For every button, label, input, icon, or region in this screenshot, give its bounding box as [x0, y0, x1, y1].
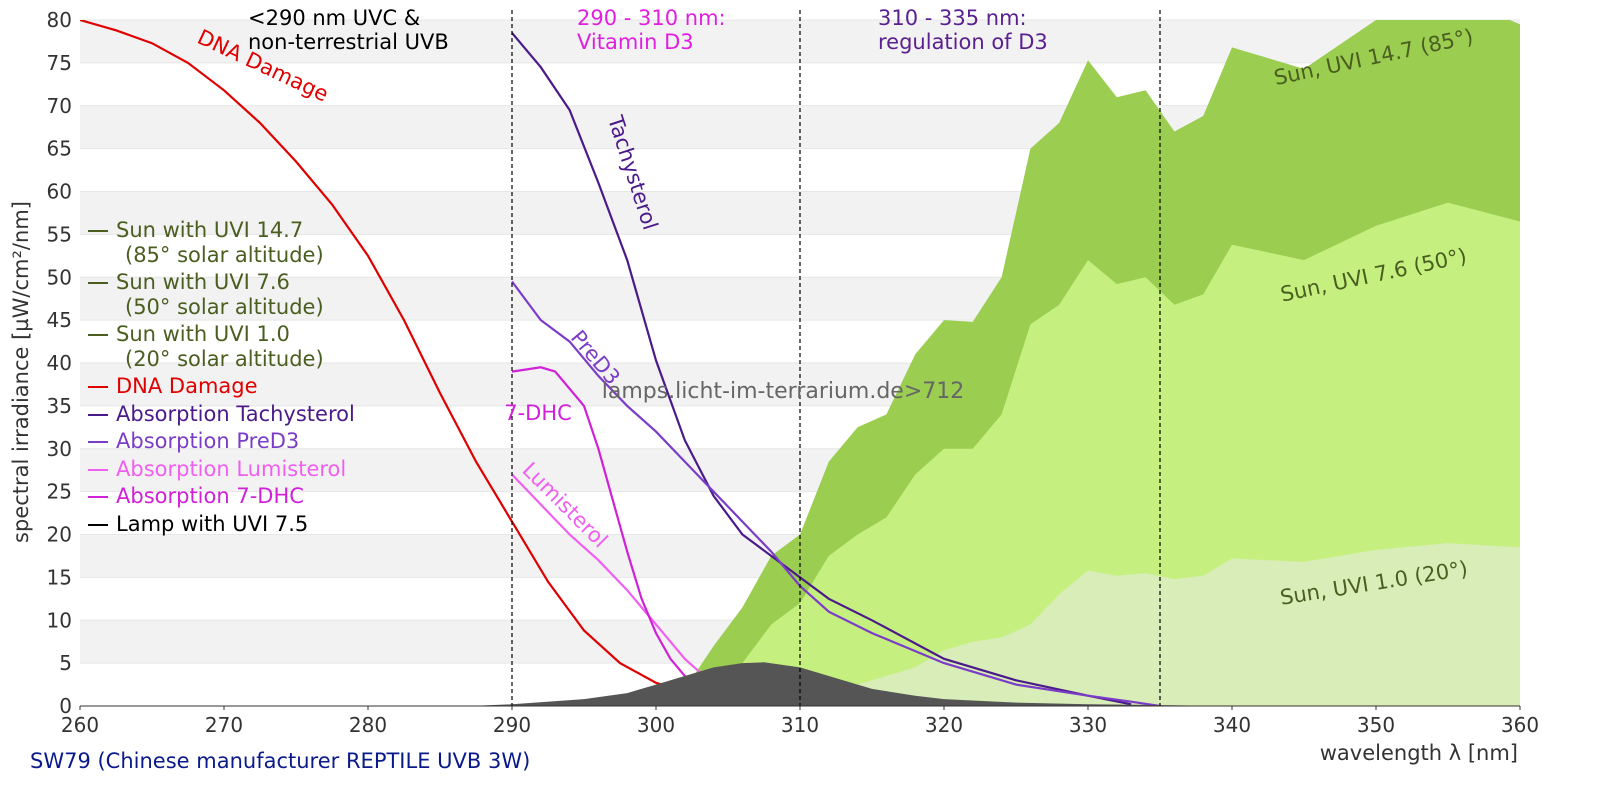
line: [511, 280, 1161, 706]
legend-marker: [88, 496, 108, 498]
plot: [80, 20, 1520, 706]
y-tick-label: 70: [47, 94, 72, 118]
legend-marker: [88, 441, 108, 443]
legend: Sun with UVI 14.7 (85° solar altitude) Su…: [86, 218, 355, 539]
y-tick-label: 80: [47, 8, 72, 32]
y-tick-label: 75: [47, 51, 72, 75]
x-axis-label: wavelength λ [nm]: [1320, 741, 1518, 765]
region-label: <290 nm UVC & non-terrestrial UVB: [248, 6, 449, 54]
y-tick-label: 35: [47, 394, 72, 418]
legend-entry: Sun with UVI 1.0 (20° solar altitude): [86, 322, 355, 371]
legend-marker: [88, 523, 108, 526]
region-label: 310 - 335 nm: regulation of D3: [878, 6, 1048, 54]
y-tick-label: 5: [59, 651, 72, 675]
x-tick-label: 330: [1069, 713, 1107, 737]
legend-marker: [88, 386, 108, 388]
legend-entry: Absorption PreD3: [86, 429, 355, 454]
legend-label: Absorption Lumisterol: [116, 456, 347, 481]
legend-marker: [88, 282, 108, 284]
x-tick-label: 320: [925, 713, 963, 737]
legend-label: Absorption PreD3: [116, 429, 300, 453]
legend-entry: Absorption 7-DHC: [86, 484, 355, 509]
legend-label: Sun with UVI 14.7 (85° solar altitude): [116, 218, 324, 267]
y-tick-label: 40: [47, 351, 72, 375]
legend-entry: Lamp with UVI 7.5: [86, 512, 355, 537]
legend-marker: [88, 334, 108, 336]
region-label: 290 - 310 nm: Vitamin D3: [577, 6, 726, 54]
legend-label: Absorption 7-DHC: [116, 484, 304, 508]
legend-marker: [88, 230, 108, 232]
y-tick-label: 10: [47, 608, 72, 632]
legend-entry: DNA Damage: [86, 374, 355, 399]
legend-marker: [88, 468, 108, 471]
y-tick-label: 25: [47, 480, 72, 504]
legend-entry: Absorption Lumisterol: [86, 457, 355, 482]
legend-marker: [88, 413, 108, 416]
legend-entry: Absorption Tachysterol: [86, 402, 355, 427]
y-tick-label: 45: [47, 308, 72, 332]
legend-entry: Sun with UVI 7.6 (50° solar altitude): [86, 270, 355, 319]
chart-title: SW79 (Chinese manufacturer REPTILE UVB 3…: [30, 749, 530, 773]
legend-label: Sun with UVI 1.0 (20° solar altitude): [116, 322, 324, 371]
y-tick-label: 50: [47, 265, 72, 289]
watermark: lamps.licht-im-terrarium.de>712: [602, 379, 965, 404]
area: [656, 543, 1520, 706]
y-axis-label: spectral irradiance [µW/cm²/nm]: [9, 201, 33, 543]
series-annotation: 7-DHC: [504, 401, 572, 425]
y-tick-label: 60: [47, 180, 72, 204]
x-tick-label: 310: [781, 713, 819, 737]
legend-label: Sun with UVI 7.6 (50° solar altitude): [116, 270, 324, 319]
x-tick-label: 260: [61, 713, 99, 737]
legend-label: DNA Damage: [116, 374, 258, 398]
y-tick-label: 65: [47, 137, 72, 161]
x-tick-label: 290: [493, 713, 531, 737]
area: [468, 662, 1232, 706]
x-tick-label: 350: [1357, 713, 1395, 737]
line: [511, 32, 1132, 706]
legend-entry: Sun with UVI 14.7 (85° solar altitude): [86, 218, 355, 267]
legend-label: Absorption Tachysterol: [116, 401, 355, 426]
x-tick-label: 300: [637, 713, 675, 737]
y-tick-label: 55: [47, 222, 72, 246]
legend-label: Lamp with UVI 7.5: [116, 511, 309, 536]
x-tick-label: 280: [349, 713, 387, 737]
y-tick-label: 20: [47, 523, 72, 547]
x-tick-label: 360: [1501, 713, 1539, 737]
y-tick-label: 30: [47, 437, 72, 461]
x-tick-label: 340: [1213, 713, 1251, 737]
x-tick-label: 270: [205, 713, 243, 737]
y-tick-label: 15: [47, 565, 72, 589]
y-tick-label: 0: [59, 694, 72, 718]
